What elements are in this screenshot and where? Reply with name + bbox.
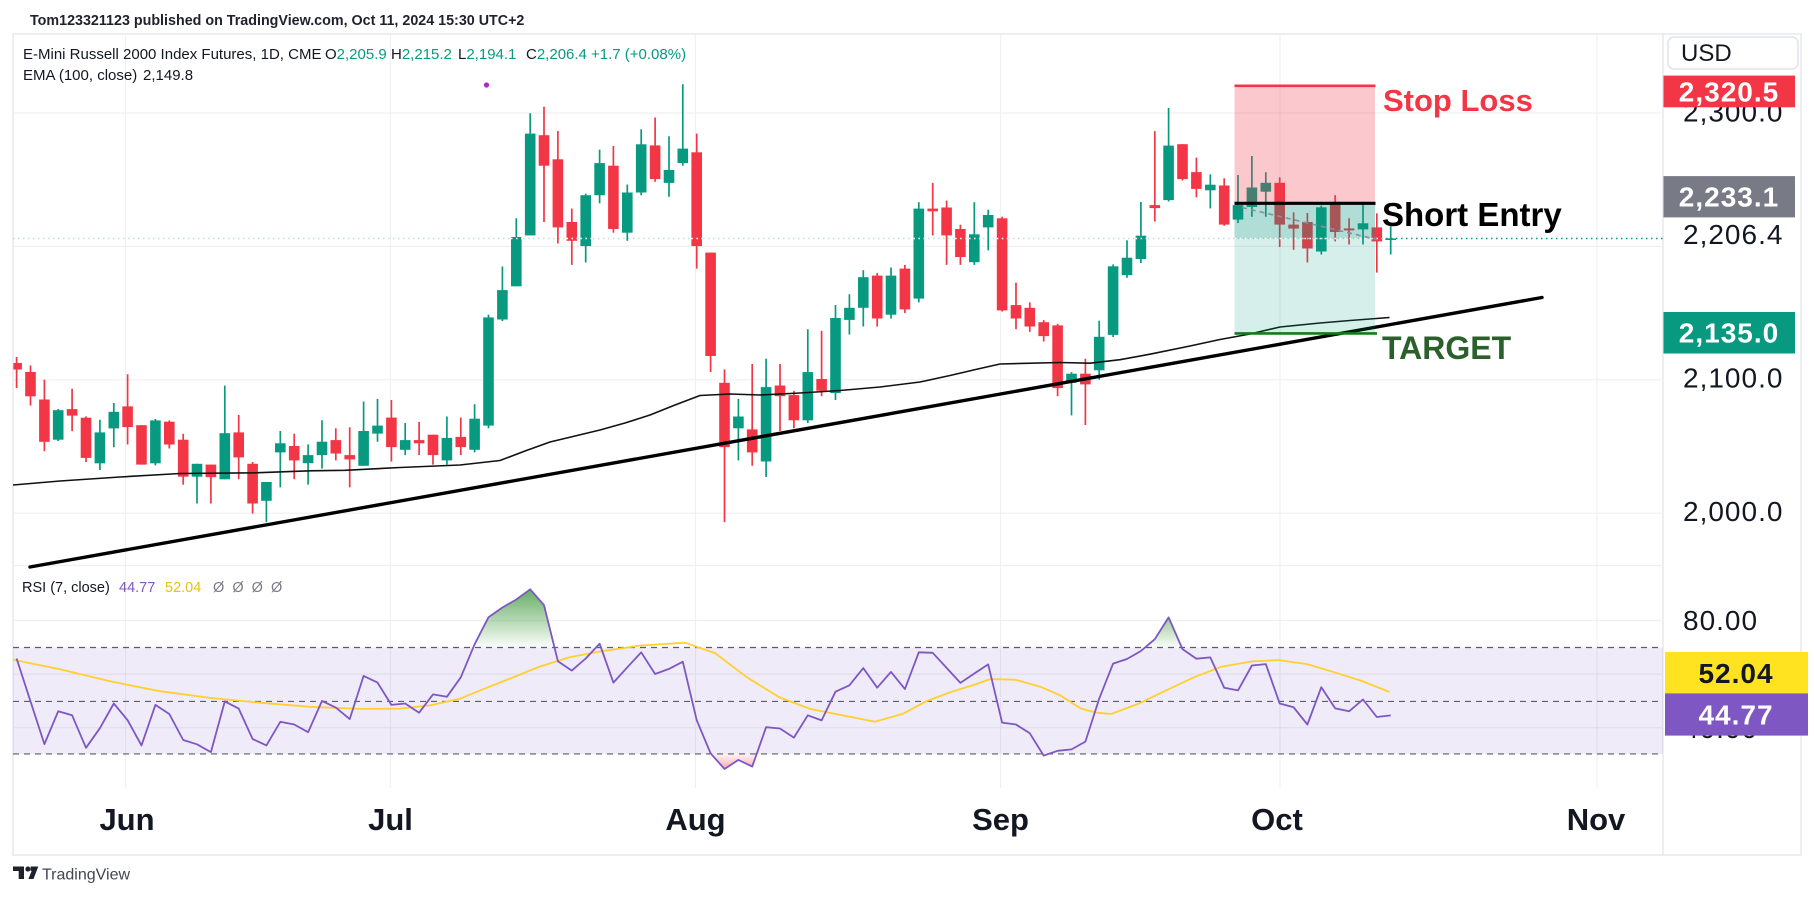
svg-text:+1.7 (+0.08%): +1.7 (+0.08%)	[591, 46, 686, 63]
svg-text:O2,205.9: O2,205.9	[325, 46, 387, 63]
svg-text:Aug: Aug	[665, 802, 725, 837]
svg-text:2,149.8: 2,149.8	[143, 67, 193, 84]
svg-text:2,206.4: 2,206.4	[1683, 219, 1783, 250]
svg-text:Nov: Nov	[1567, 802, 1626, 837]
svg-text:E-Mini Russell 2000 Index Futu: E-Mini Russell 2000 Index Futures, 1D, C…	[23, 46, 321, 63]
svg-text:EMA (100, close): EMA (100, close)	[23, 67, 137, 84]
svg-text:44.77: 44.77	[119, 580, 155, 596]
svg-text:Ø Ø Ø Ø: Ø Ø Ø Ø	[213, 580, 282, 596]
svg-text:52.04: 52.04	[165, 580, 201, 596]
svg-text:52.04: 52.04	[1698, 658, 1773, 689]
svg-text:L2,194.1: L2,194.1	[458, 46, 516, 63]
svg-text:44.77: 44.77	[1698, 700, 1773, 731]
svg-text:C2,206.4: C2,206.4	[526, 46, 587, 63]
svg-text:2,320.5: 2,320.5	[1679, 77, 1779, 108]
svg-text:2,233.1: 2,233.1	[1679, 182, 1779, 213]
svg-text:2,100.0: 2,100.0	[1683, 362, 1783, 393]
svg-text:Oct: Oct	[1251, 802, 1303, 837]
svg-text:2,135.0: 2,135.0	[1679, 318, 1779, 349]
svg-text:Tom123321123 published on Trad: Tom123321123 published on TradingView.co…	[30, 13, 524, 29]
svg-text:80.00: 80.00	[1683, 605, 1758, 636]
svg-text:RSI (7, close): RSI (7, close)	[22, 580, 110, 596]
svg-text:TARGET: TARGET	[1382, 330, 1512, 366]
svg-text:Stop Loss: Stop Loss	[1383, 83, 1533, 118]
svg-text:USD: USD	[1681, 40, 1732, 67]
svg-text:Jun: Jun	[99, 802, 154, 837]
svg-text:Jul: Jul	[368, 802, 413, 837]
svg-text:H2,215.2: H2,215.2	[391, 46, 452, 63]
svg-text:TradingView: TradingView	[42, 867, 130, 884]
svg-text:Short Entry: Short Entry	[1382, 196, 1562, 233]
svg-text:Sep: Sep	[972, 802, 1029, 837]
svg-text:2,000.0: 2,000.0	[1683, 496, 1783, 527]
